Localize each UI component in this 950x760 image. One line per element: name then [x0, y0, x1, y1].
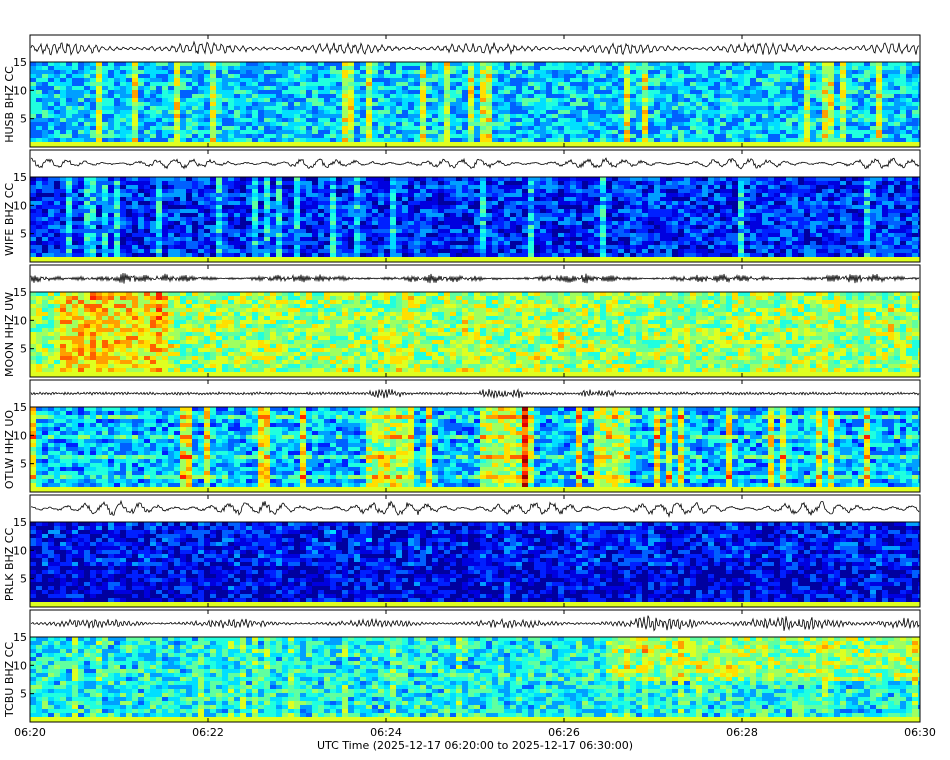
spectrogram-texture	[522, 407, 528, 487]
spectrogram-frame	[29, 636, 921, 723]
y-tick-label: 10	[13, 544, 27, 557]
y-tick-label: 10	[13, 84, 27, 97]
y-tick-label: 10	[13, 429, 27, 442]
waveform	[30, 272, 920, 284]
spectrogram-texture	[30, 292, 920, 377]
spectrogram-texture	[36, 292, 920, 372]
spectrogram-frame	[29, 291, 921, 378]
y-tick-label: 15	[13, 286, 27, 299]
spectrogram-frame	[29, 406, 921, 493]
y-tick-label: 5	[20, 113, 27, 126]
spectrogram-texture	[30, 62, 920, 142]
y-tick-label: 5	[20, 228, 27, 241]
y-tick-label: 5	[20, 343, 27, 356]
x-tick-label: 06:20	[14, 726, 46, 739]
spectrogram-texture	[36, 407, 920, 487]
x-tick-label: 06:30	[904, 726, 936, 739]
spectrogram-texture	[30, 522, 920, 602]
spectrogram-texture	[30, 62, 920, 142]
waveform	[30, 40, 920, 56]
y-tick-label: 15	[13, 56, 27, 69]
spectrogram-texture	[30, 407, 918, 487]
spectrogram-texture	[30, 637, 920, 722]
station-label: MOON HHZ UW	[3, 292, 16, 377]
waveform	[30, 499, 920, 518]
y-tick-label: 15	[13, 631, 27, 644]
spectrogram-texture	[642, 649, 648, 653]
y-tick-label: 15	[13, 171, 27, 184]
spectrogram-texture	[30, 407, 870, 487]
spectrogram-texture	[30, 602, 920, 607]
spectrogram-texture	[30, 407, 920, 492]
spectrogram-texture	[30, 637, 920, 717]
y-tick-label: 10	[13, 199, 27, 212]
spectrogram-texture	[30, 177, 920, 257]
y-tick-label: 15	[13, 401, 27, 414]
station-label: TCBU BHZ CC	[3, 642, 16, 718]
spectrogram-frame	[29, 61, 921, 148]
y-tick-label: 15	[13, 516, 27, 529]
x-tick-label: 06:22	[192, 726, 224, 739]
y-tick-label: 5	[20, 688, 27, 701]
spectrogram-frame	[29, 521, 921, 608]
spectrogram-texture	[30, 257, 920, 262]
waveform	[30, 615, 920, 632]
y-tick-label: 5	[20, 458, 27, 471]
station-label: PRLK BHZ CC	[3, 528, 16, 602]
spectrogram-texture	[42, 522, 918, 598]
station-label: HUSB BHZ CC	[3, 66, 16, 143]
station-label: WIFE BHZ CC	[3, 183, 16, 256]
spectrogram-frame	[29, 176, 921, 263]
x-axis-label: UTC Time (2025-12-17 06:20:00 to 2025-12…	[317, 739, 633, 752]
y-tick-label: 5	[20, 573, 27, 586]
spectrogram-texture	[30, 637, 920, 717]
y-tick-label: 10	[13, 314, 27, 327]
waveform	[30, 157, 920, 170]
x-tick-label: 06:26	[548, 726, 580, 739]
y-tick-label: 10	[13, 659, 27, 672]
spectrogram-texture	[66, 177, 870, 257]
spectrogram-texture	[96, 62, 882, 142]
waveform	[30, 388, 920, 399]
spectrogram-texture	[30, 522, 920, 602]
x-tick-label: 06:28	[726, 726, 758, 739]
spectrogram-texture	[60, 292, 168, 372]
x-tick-label: 06:24	[370, 726, 402, 739]
spectrogram-texture	[612, 637, 920, 681]
spectrogram-texture	[522, 423, 528, 459]
station-label: OTLW HHZ UO	[3, 410, 16, 489]
